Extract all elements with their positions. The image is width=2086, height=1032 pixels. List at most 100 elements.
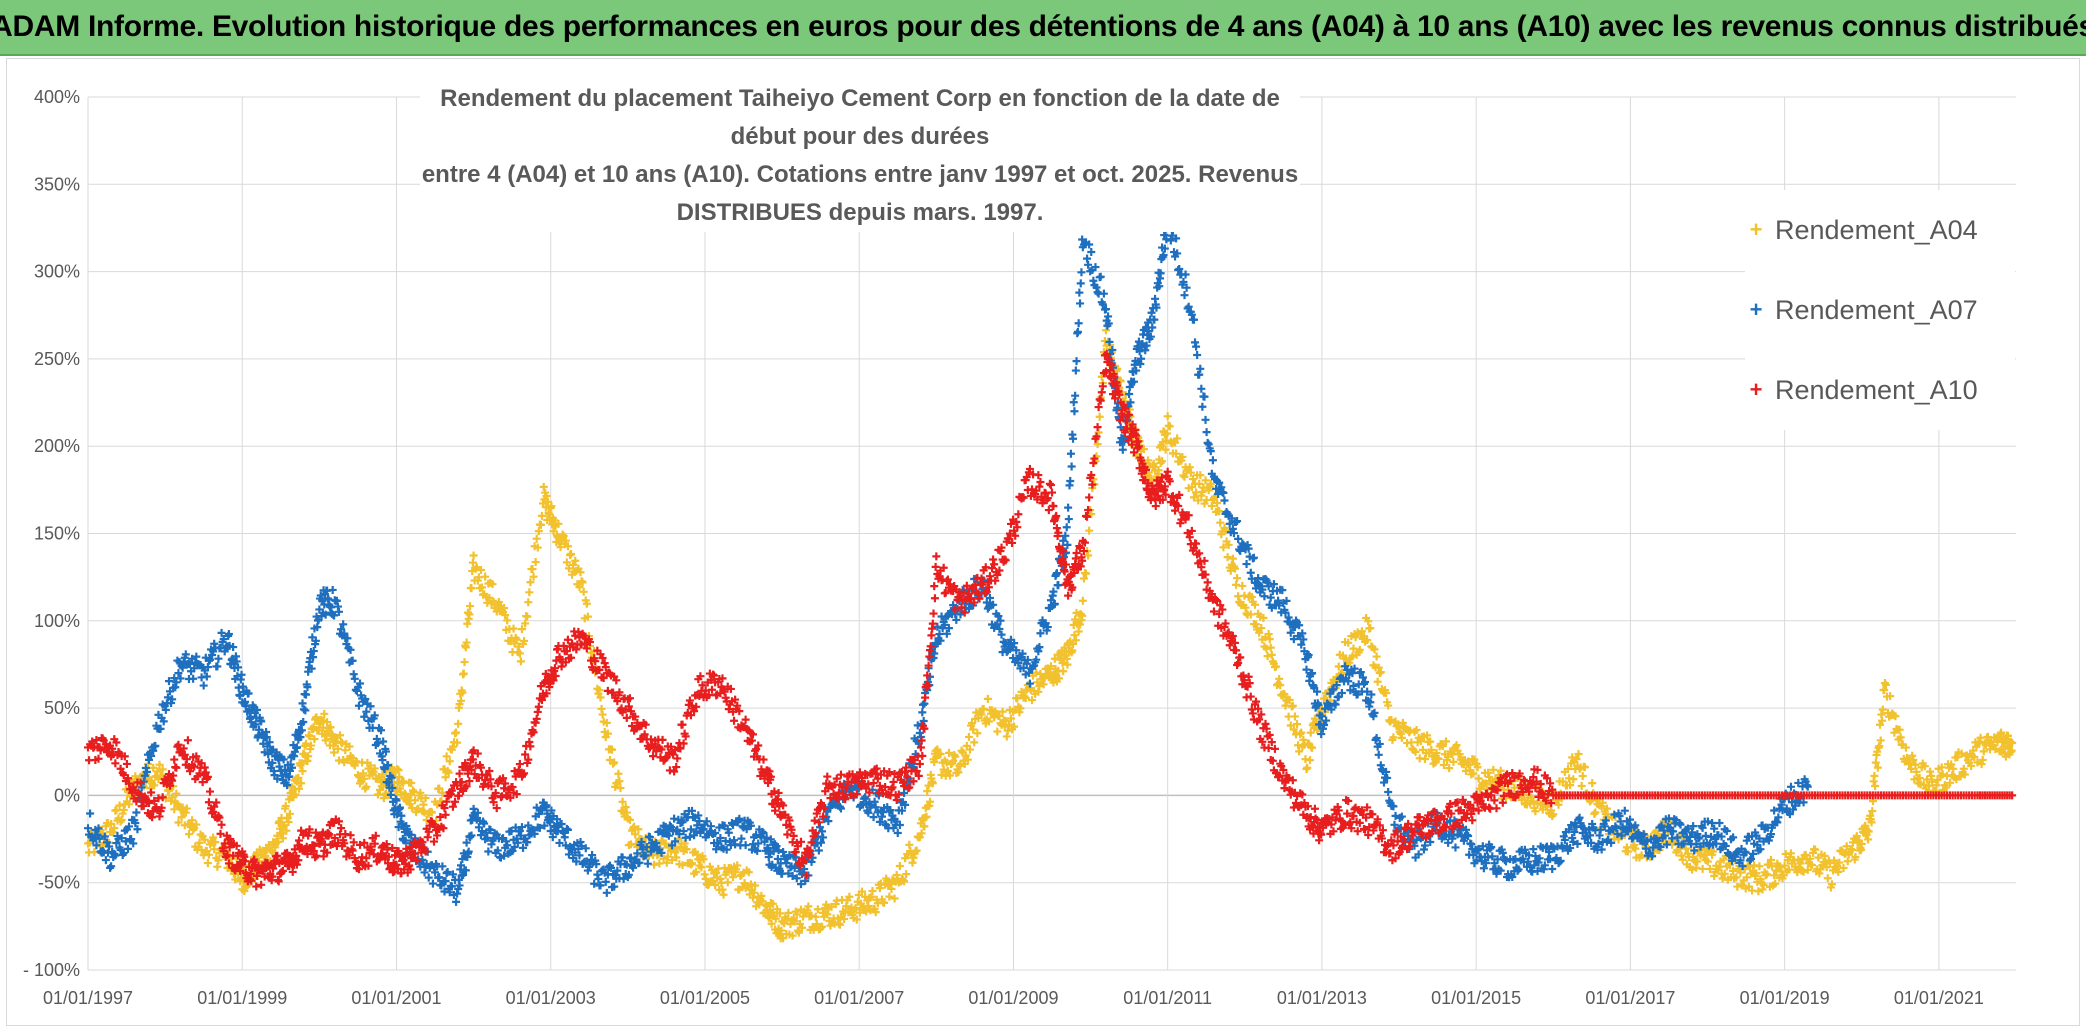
- point-a04: [1799, 867, 1808, 876]
- point-a04: [310, 735, 319, 744]
- point-a04: [1158, 457, 1167, 466]
- point-a04: [1376, 668, 1385, 677]
- point-a04: [110, 824, 119, 833]
- x-tick-label: 01/01/2001: [351, 988, 441, 1008]
- point-a04: [1933, 775, 1942, 784]
- point-a04: [1250, 600, 1259, 609]
- point-a04: [155, 760, 164, 769]
- point-a04: [1412, 725, 1421, 734]
- point-a07: [1076, 299, 1085, 308]
- point-a10: [337, 824, 346, 833]
- point-a04: [1259, 613, 1268, 622]
- point-a04: [561, 536, 570, 545]
- point-a04: [543, 497, 552, 506]
- point-a04: [687, 859, 696, 868]
- point-a04: [943, 766, 952, 775]
- point-a04: [125, 800, 134, 809]
- point-a07: [1249, 553, 1258, 562]
- point-a04: [1895, 725, 1904, 734]
- point-a04: [1154, 466, 1163, 475]
- point-a07: [741, 841, 750, 850]
- point-a07: [244, 689, 253, 698]
- point-a04: [1967, 761, 1976, 770]
- point-a04: [1864, 827, 1873, 836]
- point-a07: [102, 838, 111, 847]
- point-a04: [1842, 842, 1851, 851]
- point-a04: [1870, 771, 1879, 780]
- point-a07: [189, 674, 198, 683]
- point-a07: [1200, 392, 1209, 401]
- point-a04: [1221, 526, 1230, 535]
- point-a07: [107, 862, 116, 871]
- point-a04: [273, 837, 282, 846]
- point-a04: [563, 542, 572, 551]
- point-a04: [851, 904, 860, 913]
- point-a04: [1076, 620, 1085, 629]
- point-a04: [107, 819, 116, 828]
- point-a04: [1280, 690, 1289, 699]
- point-a04: [182, 804, 191, 813]
- y-tick-label: 0%: [54, 785, 80, 805]
- point-a10: [622, 713, 631, 722]
- point-a04: [615, 777, 624, 786]
- point-a07: [156, 724, 165, 733]
- point-a07: [1062, 523, 1071, 532]
- point-a04: [1878, 705, 1887, 714]
- point-a07: [237, 670, 246, 679]
- point-a04: [1861, 821, 1870, 830]
- point-a04: [1602, 804, 1611, 813]
- point-a04: [1206, 479, 1215, 488]
- point-a04: [790, 917, 799, 926]
- point-a04: [1290, 712, 1299, 721]
- point-a04: [1811, 845, 1820, 854]
- point-a07: [1099, 289, 1108, 298]
- point-a04: [1876, 736, 1885, 745]
- point-a07: [214, 654, 223, 663]
- point-a04: [503, 616, 512, 625]
- point-a04: [668, 856, 677, 865]
- point-a10: [170, 755, 179, 764]
- point-a04: [521, 619, 530, 628]
- point-a04: [1161, 445, 1170, 454]
- point-a04: [1171, 438, 1180, 447]
- point-a04: [576, 568, 585, 577]
- point-a07: [1202, 428, 1211, 437]
- point-a07: [205, 655, 214, 664]
- point-a04: [1703, 857, 1712, 866]
- point-a04: [961, 751, 970, 760]
- point-a07: [1374, 750, 1383, 759]
- point-a04: [768, 899, 777, 908]
- point-a04: [1718, 874, 1727, 883]
- y-tick-label: - 100%: [23, 960, 80, 980]
- point-a04: [1762, 870, 1771, 879]
- point-a04: [890, 894, 899, 903]
- point-a04: [1941, 783, 1950, 792]
- point-a04: [112, 806, 121, 815]
- point-a04: [1803, 865, 1812, 874]
- point-a07: [1070, 407, 1079, 416]
- point-a04: [1496, 766, 1505, 775]
- point-a04: [297, 779, 306, 788]
- point-a07: [121, 837, 130, 846]
- point-a04: [456, 696, 465, 705]
- point-a04: [1489, 765, 1498, 774]
- point-a04: [514, 642, 523, 651]
- point-a04: [1554, 800, 1563, 809]
- point-a04: [616, 784, 625, 793]
- point-a04: [414, 804, 423, 813]
- point-a07: [268, 758, 277, 767]
- point-a10: [658, 735, 667, 744]
- point-a07: [1075, 288, 1084, 297]
- point-a04: [1957, 749, 1966, 758]
- point-a04: [472, 563, 481, 572]
- point-a04: [1255, 628, 1264, 637]
- point-a04: [1297, 728, 1306, 737]
- point-a04: [1875, 720, 1884, 729]
- point-a10: [515, 760, 524, 769]
- point-a04: [719, 890, 728, 899]
- point-a07: [272, 748, 281, 757]
- point-a04: [297, 759, 306, 768]
- point-a04: [582, 599, 591, 608]
- point-a04: [682, 845, 691, 854]
